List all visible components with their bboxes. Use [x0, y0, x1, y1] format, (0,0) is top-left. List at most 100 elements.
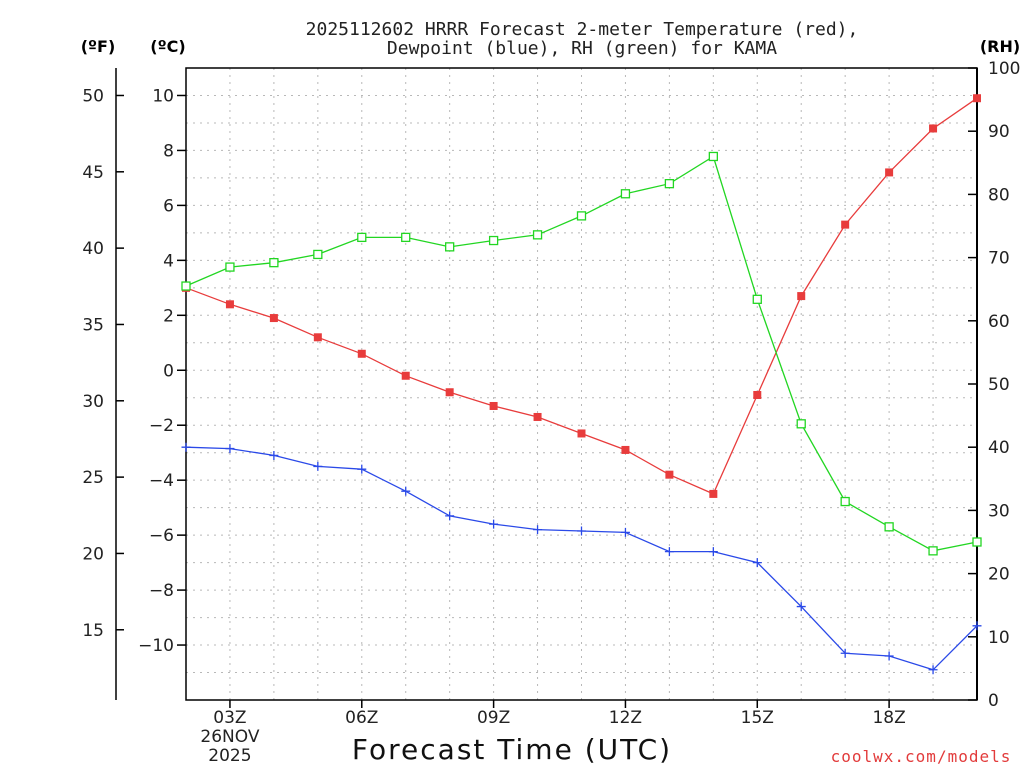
temperature-data-point — [841, 220, 850, 229]
dewpoint-data-point — [708, 547, 718, 557]
x-tick-label: 09Z — [477, 708, 510, 728]
x-tick-label: 06Z — [345, 708, 378, 728]
rh-tick-label: 10 — [988, 628, 1010, 648]
temperature-data-point — [885, 168, 894, 177]
fahrenheit-tick-label: 45 — [82, 163, 104, 183]
celsius-tick-label: −2 — [149, 416, 174, 436]
x-tick-label: 12Z — [609, 708, 642, 728]
x-tick-label: 15Z — [741, 708, 774, 728]
dewpoint-data-point — [840, 648, 850, 658]
celsius-tick-label: −10 — [138, 636, 174, 656]
temperature-data-point — [445, 388, 454, 397]
chart-title-line-1: 2025112602 HRRR Forecast 2-meter Tempera… — [306, 19, 859, 40]
rh-data-point — [488, 235, 499, 246]
dewpoint-data-point — [577, 526, 586, 536]
rh-data-point — [532, 230, 543, 240]
x-tick-label: 18Z — [872, 708, 905, 728]
dewpoint-data-point — [357, 464, 367, 474]
x-tick-label: 03Z — [213, 708, 246, 728]
temperature-data-point — [313, 333, 322, 342]
dewpoint-data-point — [796, 602, 806, 612]
temperature-data-point — [269, 314, 278, 323]
dewpoint-data-point — [401, 486, 411, 496]
x-axis-title: Forecast Time (UTC) — [352, 733, 672, 766]
celsius-tick-label: −6 — [149, 526, 174, 546]
temperature-data-point — [709, 489, 718, 498]
celsius-tick-label: 0 — [163, 361, 174, 381]
rh-tick-label: 90 — [988, 122, 1010, 142]
dewpoint-data-point — [884, 651, 894, 661]
fahrenheit-tick-label: 25 — [82, 468, 104, 488]
temperature-data-point — [973, 94, 981, 103]
rh-data-point — [576, 211, 587, 221]
dewpoint-data-point — [489, 519, 499, 529]
rh-data-point — [928, 546, 938, 556]
dewpoint-data-point — [533, 525, 543, 535]
dewpoint-data-point — [664, 547, 674, 557]
x-date-label-line-2: 2025 — [208, 746, 251, 766]
celsius-tick-label: 10 — [152, 86, 174, 106]
temperature-data-point — [225, 300, 234, 309]
axis-ticks: 1086420−2−4−6−8−105045403530252015100908… — [82, 59, 1020, 766]
rh-tick-label: 100 — [988, 59, 1020, 79]
temperature-data-point — [797, 292, 806, 301]
dewpoint-data-point — [928, 665, 938, 675]
rh-tick-label: 30 — [988, 501, 1010, 521]
grid-lines — [186, 68, 977, 700]
rh-data-point — [357, 232, 367, 243]
dewpoint-data-point — [181, 442, 191, 452]
celsius-tick-label: −4 — [149, 471, 174, 491]
temperature-data-point — [533, 412, 542, 421]
fahrenheit-tick-label: 30 — [82, 392, 104, 412]
celsius-tick-label: 2 — [163, 306, 174, 326]
celsius-tick-label: 4 — [163, 251, 174, 271]
fahrenheit-tick-label: 50 — [82, 86, 104, 106]
watermark-text: coolwx.com/models — [831, 747, 1012, 766]
rh-data-point — [972, 537, 982, 547]
rh-tick-label: 0 — [988, 691, 999, 711]
dewpoint-data-point — [445, 511, 455, 521]
chart-title-line-2: Dewpoint (blue), RH (green) for KAMA — [387, 38, 777, 59]
temperature-data-point — [753, 390, 762, 399]
rh-data-point — [181, 281, 191, 291]
dewpoint-data-point — [313, 461, 323, 471]
temperature-data-point — [621, 445, 630, 454]
rh-tick-label: 80 — [988, 185, 1010, 205]
fahrenheit-tick-label: 15 — [82, 621, 104, 641]
rh-data-point — [401, 232, 411, 243]
temperature-data-point — [929, 124, 938, 133]
temperature-data-point — [357, 349, 366, 358]
rh-data-point — [796, 419, 806, 429]
rh-data-point — [269, 258, 279, 268]
celsius-unit-label: (ºC) — [150, 37, 185, 56]
rh-data-point — [313, 249, 323, 260]
dewpoint-data-point — [269, 450, 279, 460]
data-series — [181, 94, 982, 675]
dewpoint-data-point — [620, 527, 630, 537]
temperature-data-point — [401, 371, 410, 380]
rh-tick-label: 70 — [988, 249, 1010, 269]
rh-tick-label: 60 — [988, 312, 1010, 332]
celsius-tick-label: 6 — [163, 196, 174, 216]
rh-data-point — [225, 262, 235, 272]
rh-data-point — [664, 179, 675, 189]
rh-data-point — [752, 294, 762, 304]
rh-unit-label: (RH) — [980, 37, 1020, 56]
rh-data-point — [445, 242, 455, 252]
dewpoint-data-point — [225, 444, 235, 454]
rh-tick-label: 40 — [988, 438, 1010, 458]
rh-data-point — [708, 151, 718, 162]
rh-data-point — [840, 496, 850, 507]
celsius-tick-label: 8 — [163, 141, 174, 161]
temperature-data-point — [577, 429, 586, 438]
rh-tick-label: 50 — [988, 375, 1010, 395]
rh-data-point — [620, 189, 631, 199]
fahrenheit-tick-label: 40 — [82, 239, 104, 259]
fahrenheit-tick-label: 20 — [82, 544, 104, 564]
celsius-tick-label: −8 — [149, 581, 174, 601]
rh-tick-label: 20 — [988, 565, 1010, 585]
fahrenheit-unit-label: (ºF) — [81, 37, 116, 56]
temperature-data-point — [489, 401, 498, 410]
dewpoint-data-point — [972, 621, 982, 631]
